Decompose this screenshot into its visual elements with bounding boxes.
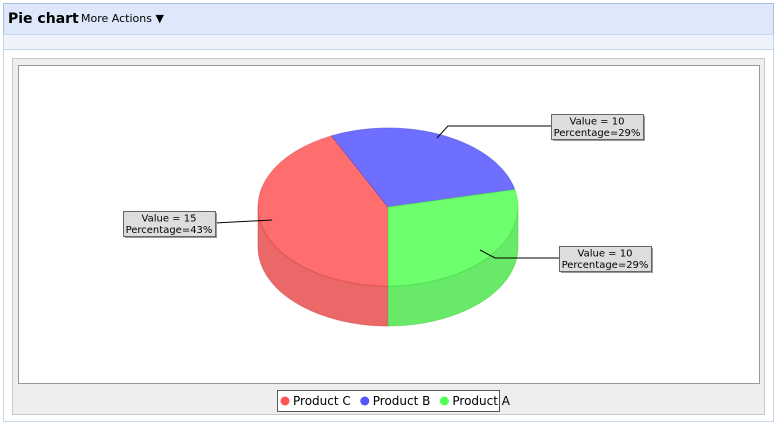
- legend-marker: [439, 396, 449, 406]
- percentage-label: Percentage=43%: [126, 225, 213, 236]
- leader-line: [436, 125, 551, 139]
- page-title: Pie chart: [8, 11, 79, 27]
- slice: [330, 127, 516, 208]
- label-box: [123, 211, 216, 237]
- legend-label: Product A: [452, 394, 510, 408]
- legend: [277, 390, 500, 412]
- slice: [257, 135, 389, 287]
- more-actions-menu[interactable]: More Actions ▼: [81, 12, 164, 25]
- legend-marker: [280, 396, 290, 406]
- percentage-label: Percentage=29%: [554, 128, 641, 139]
- leader-line: [479, 249, 559, 259]
- legend-marker: [360, 396, 370, 406]
- legend-label: Product C: [293, 394, 351, 408]
- header-bar: [3, 3, 774, 35]
- leader-line: [214, 219, 273, 224]
- toolbar-band: [3, 34, 774, 50]
- slice: [387, 188, 519, 287]
- legend-label: Product B: [373, 394, 431, 408]
- pie: [257, 127, 519, 327]
- label-box: [559, 246, 652, 272]
- legend-items: Product C Product B Product A: [280, 394, 511, 408]
- value-label: Value = 15: [142, 214, 197, 225]
- value-label: Value = 10: [578, 249, 633, 260]
- percentage-label: Percentage=29%: [562, 260, 649, 271]
- value-label: Value = 10: [570, 117, 625, 128]
- label-box: [551, 114, 644, 140]
